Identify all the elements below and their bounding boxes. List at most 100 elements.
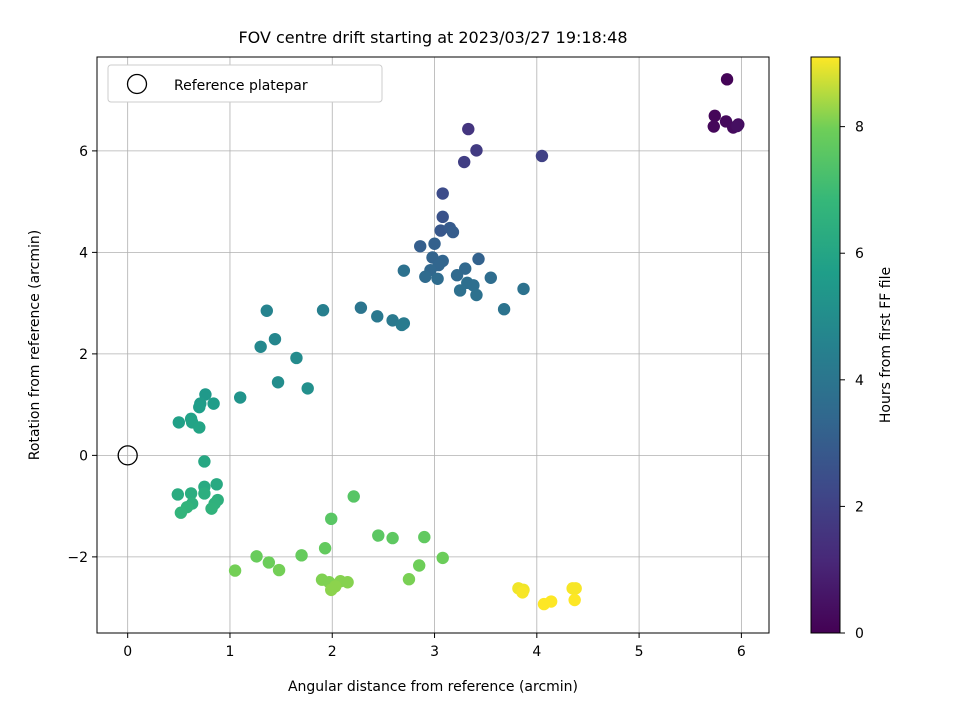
data-point — [707, 120, 720, 133]
data-points — [117, 73, 745, 611]
data-point — [428, 237, 441, 250]
data-point — [341, 576, 354, 589]
data-point — [402, 573, 416, 586]
colorbar-label: Hours from first FF file — [878, 267, 894, 423]
data-point — [260, 304, 273, 317]
data-point — [271, 376, 285, 389]
chart-title: FOV centre drift starting at 2023/03/27 … — [238, 28, 627, 47]
data-point — [436, 187, 449, 200]
data-point — [228, 564, 242, 577]
colorbar: 0 2 4 6 8 Hours from first FF file — [810, 56, 894, 642]
data-point — [457, 155, 471, 169]
data-point — [720, 73, 734, 86]
data-point — [470, 288, 483, 302]
x-tick-label: 3 — [430, 644, 439, 660]
data-point — [472, 252, 485, 266]
data-point — [537, 597, 551, 611]
data-point — [193, 400, 206, 414]
data-point — [414, 240, 427, 253]
colorbar-tick-label: 4 — [855, 373, 864, 389]
x-tick-label: 0 — [123, 644, 132, 660]
grid-lines — [97, 57, 769, 633]
colorbar-gradient — [810, 56, 841, 634]
data-point — [418, 530, 431, 544]
colorbar-tick-label: 8 — [855, 120, 864, 136]
y-tick-label: −2 — [67, 550, 88, 566]
data-point — [708, 109, 721, 123]
data-point — [731, 119, 744, 133]
data-point — [295, 549, 308, 562]
legend-reference-marker — [126, 73, 148, 95]
data-point — [290, 351, 303, 365]
y-axis-label: Rotation from reference (arcmin) — [27, 230, 43, 460]
data-point — [372, 529, 385, 542]
data-point — [450, 269, 464, 282]
data-point — [470, 144, 483, 157]
data-point — [497, 303, 511, 316]
data-point — [395, 318, 409, 332]
data-point — [205, 502, 218, 515]
y-axis-ticks: −2 0 2 4 6 — [67, 144, 97, 566]
data-point — [325, 583, 338, 597]
data-point — [397, 264, 411, 277]
data-point — [386, 531, 399, 545]
data-point — [453, 284, 467, 297]
data-point — [301, 382, 314, 395]
data-point — [316, 304, 330, 317]
data-point — [462, 122, 475, 136]
data-point — [198, 487, 211, 500]
data-point — [268, 332, 282, 346]
reference-platepar-marker — [117, 445, 138, 466]
colorbar-tick-label: 6 — [855, 246, 864, 262]
y-tick-label: 4 — [79, 245, 88, 261]
x-tick-label: 4 — [532, 644, 541, 660]
data-point — [446, 225, 460, 239]
data-point — [198, 455, 211, 468]
colorbar-tick-label: 2 — [855, 499, 864, 515]
legend-entry-reference: Reference platepar — [174, 78, 308, 94]
data-point — [347, 490, 360, 503]
colorbar-ticks: 0 2 4 6 8 — [840, 120, 864, 642]
data-point — [207, 397, 220, 410]
x-tick-label: 6 — [737, 644, 746, 660]
data-point — [535, 149, 549, 163]
plot-frame — [96, 56, 770, 634]
data-point — [354, 301, 368, 314]
data-point — [199, 388, 212, 401]
data-point — [318, 542, 332, 555]
data-point — [386, 314, 399, 327]
x-tick-label: 1 — [226, 644, 235, 660]
data-point — [172, 416, 186, 429]
data-point — [517, 282, 530, 296]
data-point — [325, 512, 338, 526]
colorbar-tick-label: 0 — [855, 626, 864, 642]
data-point — [184, 487, 198, 500]
data-point — [467, 279, 480, 292]
x-tick-label: 2 — [328, 644, 337, 660]
data-point — [250, 550, 263, 563]
legend: Reference platepar — [107, 64, 383, 103]
data-point — [254, 340, 267, 353]
data-point — [412, 559, 426, 572]
data-point — [436, 210, 449, 224]
x-axis-label: Angular distance from reference (arcmin) — [288, 679, 578, 695]
x-axis-ticks: 0 1 2 3 4 5 6 — [123, 633, 746, 660]
data-point — [262, 556, 276, 569]
data-point — [193, 421, 206, 434]
legend-box — [107, 64, 383, 103]
x-tick-label: 5 — [635, 644, 644, 660]
data-point — [431, 272, 444, 285]
y-tick-label: 6 — [79, 144, 88, 160]
data-point — [210, 478, 223, 491]
y-tick-label: 0 — [79, 448, 88, 464]
data-point — [436, 551, 449, 565]
data-point — [174, 506, 188, 519]
y-tick-label: 2 — [79, 347, 88, 363]
data-point — [272, 563, 286, 577]
data-point — [569, 582, 582, 595]
data-point — [484, 271, 497, 284]
data-point — [419, 270, 432, 283]
data-point — [233, 391, 247, 404]
